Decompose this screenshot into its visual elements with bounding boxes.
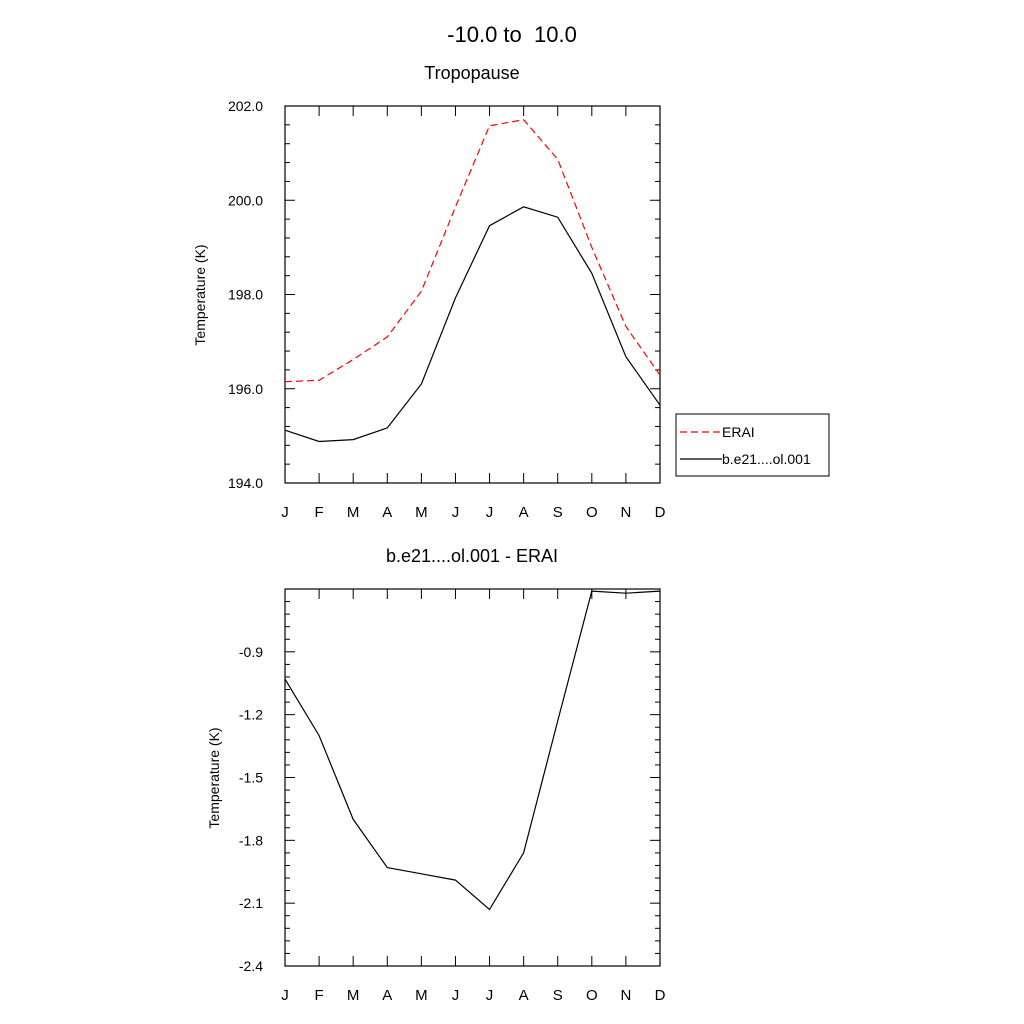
plot-frame [284, 105, 661, 484]
x-tick-label: M [347, 504, 360, 521]
panel-title: Tropopause [424, 63, 519, 83]
panel-title: b.e21....ol.001 - ERAI [386, 546, 558, 566]
series-line [284, 206, 661, 443]
difference-panel: b.e21....ol.001 - ERAI Temperature (K) J… [206, 546, 666, 1004]
x-tick-label: J [452, 504, 460, 521]
legend-label-model: b.e21....ol.001 [722, 451, 811, 467]
y-tick-label: -1.2 [239, 707, 263, 723]
y-tick-label: 194.0 [228, 475, 263, 491]
y-tick-label: 200.0 [228, 192, 263, 208]
y-tick-label: -2.1 [239, 895, 263, 911]
y-tick-label: -1.8 [239, 832, 263, 848]
x-tick-label: A [519, 987, 529, 1004]
legend-box [675, 413, 830, 477]
x-tick-label: J [486, 987, 494, 1004]
x-tick-label: O [586, 987, 598, 1004]
legend-label-erai: ERAI [722, 424, 755, 440]
x-tick-label: O [586, 504, 598, 521]
y-tick-label: -0.9 [239, 644, 263, 660]
tropopause-panel: Tropopause Temperature (K) J F M A M J J A S O N D 1… [192, 63, 830, 521]
legend: ERAI b.e21....ol.001 [675, 413, 830, 477]
series-line [284, 590, 661, 911]
y-tick-label: 196.0 [228, 381, 263, 397]
y-tick-label: -2.4 [239, 958, 263, 974]
y-tick-label: -1.5 [239, 770, 263, 786]
plot-area: J F M A M J J A S O N D -2.4 -2.1 -1.8 -1.5 -1.2 -0.9 [239, 588, 666, 1004]
plot-frame [284, 588, 661, 967]
x-tick-label: D [655, 504, 666, 521]
y-axis-label: Temperature (K) [206, 727, 222, 828]
x-tick-label: M [415, 504, 428, 521]
x-tick-label: N [620, 504, 631, 521]
x-tick-label: A [519, 504, 529, 521]
x-tick-label: M [415, 987, 428, 1004]
x-tick-label: J [281, 987, 289, 1004]
x-tick-label: D [655, 987, 666, 1004]
series-line [284, 119, 661, 383]
plot-area: J F M A M J J A S O N D 194.0 196.0 198.0 200.0 202.0 [228, 98, 666, 521]
x-tick-label: S [553, 504, 563, 521]
x-tick-label: S [553, 987, 563, 1004]
x-tick-label: A [382, 987, 392, 1004]
x-tick-label: J [281, 504, 289, 521]
x-tick-label: F [315, 504, 324, 521]
x-tick-label: F [315, 987, 324, 1004]
x-tick-label: N [620, 987, 631, 1004]
figure-title: -10.0 to 10.0 [447, 22, 577, 47]
x-tick-label: M [347, 987, 360, 1004]
y-axis-label: Temperature (K) [192, 244, 208, 345]
x-tick-label: J [452, 987, 460, 1004]
y-tick-label: 202.0 [228, 98, 263, 114]
y-tick-label: 198.0 [228, 287, 263, 303]
x-tick-label: A [382, 504, 392, 521]
x-tick-label: J [486, 504, 494, 521]
